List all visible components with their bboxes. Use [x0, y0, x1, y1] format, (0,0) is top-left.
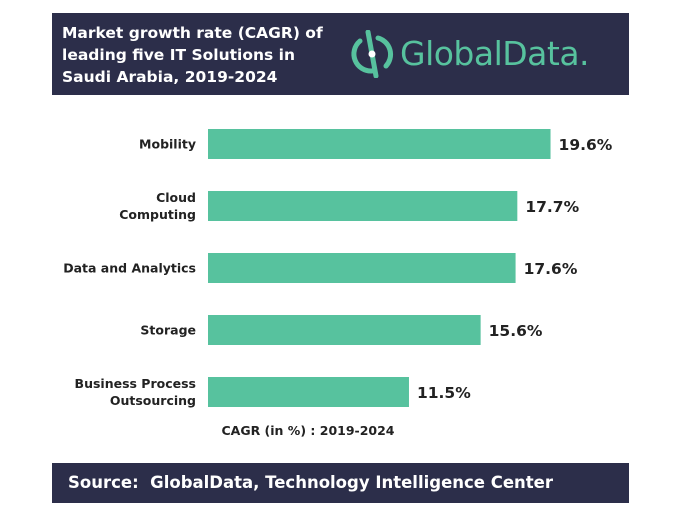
- category-label-line: Outsourcing: [110, 393, 196, 408]
- bar: [208, 191, 518, 221]
- bar: [208, 253, 516, 283]
- data-label: 17.6%: [524, 260, 578, 278]
- data-label: 19.6%: [559, 136, 613, 154]
- bar: [208, 315, 481, 345]
- globaldata-logo: GlobalData.: [348, 29, 623, 79]
- brand-name: GlobalData.: [400, 34, 590, 73]
- category-label: Cloud Computing: [119, 190, 196, 222]
- chart-header: Market growth rate (CAGR) of leading fiv…: [52, 13, 629, 95]
- category-label-line: Cloud: [156, 190, 196, 205]
- chart-title: Market growth rate (CAGR) of leading fiv…: [62, 24, 323, 86]
- globaldata-logo-icon: [351, 29, 394, 79]
- category-label-line: Mobility: [139, 137, 196, 152]
- category-label-line: Business Process: [75, 376, 196, 391]
- source-footer: Source: GlobalData, Technology Intellige…: [52, 463, 629, 503]
- data-label: 11.5%: [417, 384, 471, 402]
- bar: [208, 129, 551, 159]
- category-label: Storage: [140, 323, 196, 338]
- category-label-line: Storage: [140, 323, 196, 338]
- category-label: Mobility: [139, 137, 196, 152]
- category-label-line: Data and Analytics: [63, 261, 196, 276]
- bar: [208, 377, 409, 407]
- x-axis-label: CAGR (in %) : 2019-2024: [221, 423, 394, 438]
- category-label: Business Process Outsourcing: [75, 376, 196, 408]
- data-label: 15.6%: [489, 322, 543, 340]
- bar-chart: 19.6% Mobility 17.7% Cloud Computing 17.6% Dat…: [0, 110, 696, 440]
- data-label: 17.7%: [525, 198, 579, 216]
- source-text: Source: GlobalData, Technology Intellige…: [68, 473, 553, 492]
- category-label-line: Computing: [119, 207, 196, 222]
- bar-chart-svg: 19.6% Mobility 17.7% Cloud Computing 17.6% Dat…: [63, 129, 613, 438]
- category-label: Data and Analytics: [63, 261, 196, 276]
